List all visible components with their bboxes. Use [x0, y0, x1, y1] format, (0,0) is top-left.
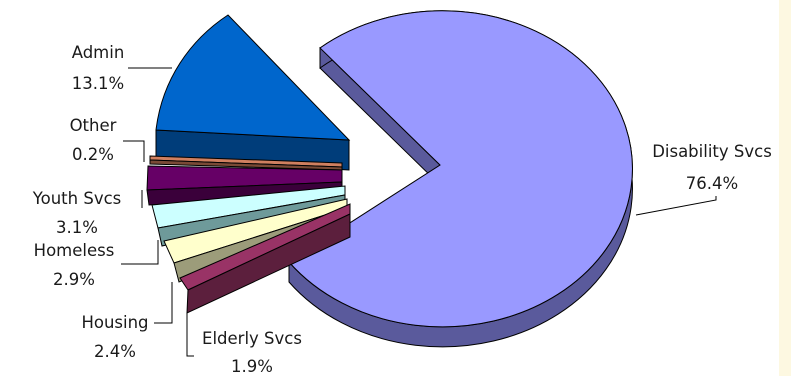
label-homeless-value: 2.9% [53, 270, 95, 289]
leader-line-housing [154, 282, 173, 324]
leader-line-elderly-svcs [186, 313, 194, 357]
label-elderly-svcs-name: Elderly Svcs [202, 329, 302, 348]
right-edge-stripe [779, 0, 791, 376]
label-other-value: 0.2% [72, 145, 114, 164]
label-other-name: Other [70, 116, 117, 135]
leader-line-homeless [121, 240, 159, 265]
slice-admin-top [155, 14, 351, 141]
leader-line-other [123, 140, 145, 162]
slice-elderly-svcs-side [186, 213, 351, 314]
label-admin-name: Admin [72, 43, 125, 62]
slice-elderly-svcs [179, 203, 351, 314]
leader-line-disability-svcs [635, 196, 717, 216]
label-youth-svcs-name: Youth Svcs [32, 189, 122, 208]
label-homeless-name: Homeless [34, 241, 115, 260]
label-disability-svcs-name: Disability Svcs [652, 142, 772, 161]
label-youth-svcs-value: 3.1% [56, 218, 98, 237]
slice-admin [155, 14, 351, 171]
slice-disability-svcs-top [288, 10, 633, 328]
label-admin-value: 13.1% [72, 74, 124, 93]
slice-disability-svcs [288, 10, 633, 348]
label-elderly-svcs-value: 1.9% [231, 357, 273, 376]
label-housing-name: Housing [81, 313, 148, 332]
label-housing-value: 2.4% [94, 342, 136, 361]
label-disability-svcs-value: 76.4% [686, 174, 738, 193]
